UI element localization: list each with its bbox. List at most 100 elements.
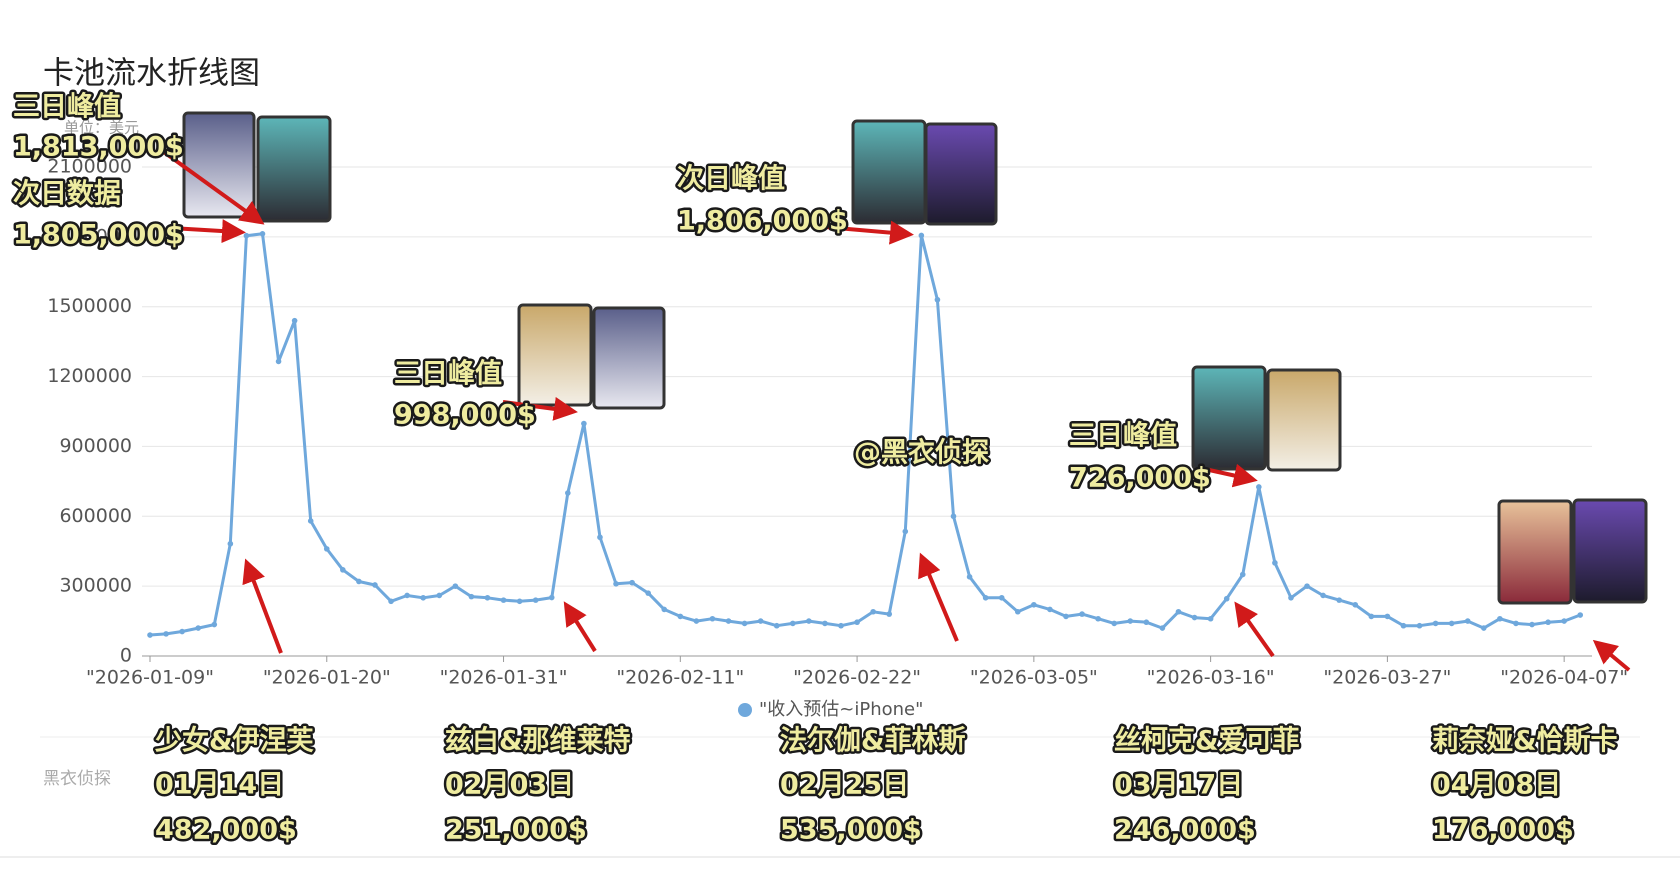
arrow [563,601,597,653]
data-point [259,231,266,237]
data-point [179,628,185,635]
data-point [1529,621,1535,628]
data-point [532,597,539,603]
banner-value: 482,000$ [155,815,297,846]
data-point [195,625,202,631]
banner-name: 少女&伊涅芙 [155,725,315,757]
data-point [982,594,989,601]
data-point [966,574,973,580]
data-point [565,490,571,496]
data-point [581,420,587,427]
data-point [1416,622,1423,629]
banner-date: 04月08日 [1432,770,1561,801]
data-point [1079,611,1085,617]
data-point [597,534,603,541]
data-point [420,594,426,601]
data-point [1464,618,1471,624]
data-point [1448,620,1455,627]
banner-name: 兹白&那维莱特 [445,725,631,757]
unit-label: 单位：美元 [64,119,139,137]
data-point [1095,615,1101,622]
plot-area: 0 300000 600000 900000 1200000 1500000 1800000… [47,156,1628,721]
card-pair [1497,498,1648,605]
card-pair [851,119,998,226]
data-point [484,594,491,601]
y-tick-label: 300000 [59,575,132,597]
arrow [824,220,914,245]
data-point [757,618,764,624]
banner-name: 法尔伽&菲林斯 [780,726,966,757]
annotation: 1,805,000$ [13,220,184,251]
data-point [1561,618,1567,624]
annotation: 三日峰值 [394,359,502,390]
data-point [1384,613,1391,620]
x-tick-label: "2026-03-27" [1323,667,1451,689]
data-point [452,583,459,589]
x-tick-label: "2026-03-16" [1147,667,1275,689]
data-point [886,611,893,617]
data-point [1304,583,1310,589]
data-point [709,615,716,622]
banner-date: 02月03日 [445,770,574,801]
chart-title: 卡池流水折线图 [43,56,260,92]
annotation: 次日数据 [13,179,121,210]
data-point [548,594,555,601]
data-point [902,528,909,535]
banner-value: 535,000$ [780,815,922,846]
data-point [372,582,378,588]
x-tick-label: "2026-02-22" [793,667,921,689]
data-point [822,620,828,627]
y-tick-label: 1500000 [47,295,132,317]
card-pair [517,303,666,410]
x-tick-label: "2026-01-20" [263,667,391,689]
x-tick-label: "2026-03-05" [970,667,1098,689]
data-point [773,622,780,629]
data-point [1336,597,1342,603]
arrow [1234,601,1275,658]
banner-name: 丝柯克&爱可菲 [1114,725,1300,757]
data-point [404,592,410,599]
data-point [854,619,860,626]
arrow [1592,639,1631,672]
data-point [950,513,957,520]
annotation: 三日峰值 [13,92,121,123]
data-point [1014,608,1021,615]
data-point [1239,571,1246,578]
annotation: 三日峰值 [1069,421,1177,452]
x-tick-label: "2026-01-31" [440,667,568,689]
data-point [790,620,796,627]
data-point [211,621,218,628]
arrow [242,558,283,654]
y-tick-label: 0 [120,645,132,667]
legend-label: "收入预估~iPhone" [759,699,923,720]
annotation: @黑衣侦探 [854,437,989,469]
banners: 少女&伊涅芙 01月14日 482,000$ 兹白&那维莱特 02月03日 251,000… [153,722,1621,848]
arrow [159,148,265,225]
annotation: 998,000$ [394,400,536,431]
data-point [163,631,169,637]
data-point [1320,592,1326,599]
data-point [340,567,346,573]
data-point [227,540,234,547]
data-point [323,546,330,552]
data-point [468,593,475,600]
card-pair [182,111,332,223]
arrow [502,396,578,421]
x-tick-label: "2026-02-11" [616,667,744,689]
banner-value: 176,000$ [1432,815,1574,846]
data-point [725,618,732,624]
data-point [1368,613,1375,620]
y-tick-label: 600000 [59,505,132,527]
card-pair [1191,365,1342,472]
data-point [1191,614,1198,621]
arrow [1199,463,1258,488]
annotation: 726,000$ [1069,463,1211,494]
data-point [388,598,394,605]
data-point [1159,625,1166,631]
x-tick-label: "2026-01-09" [86,667,214,689]
data-point [870,608,876,615]
arrow [918,552,959,642]
data-point [1031,601,1037,608]
